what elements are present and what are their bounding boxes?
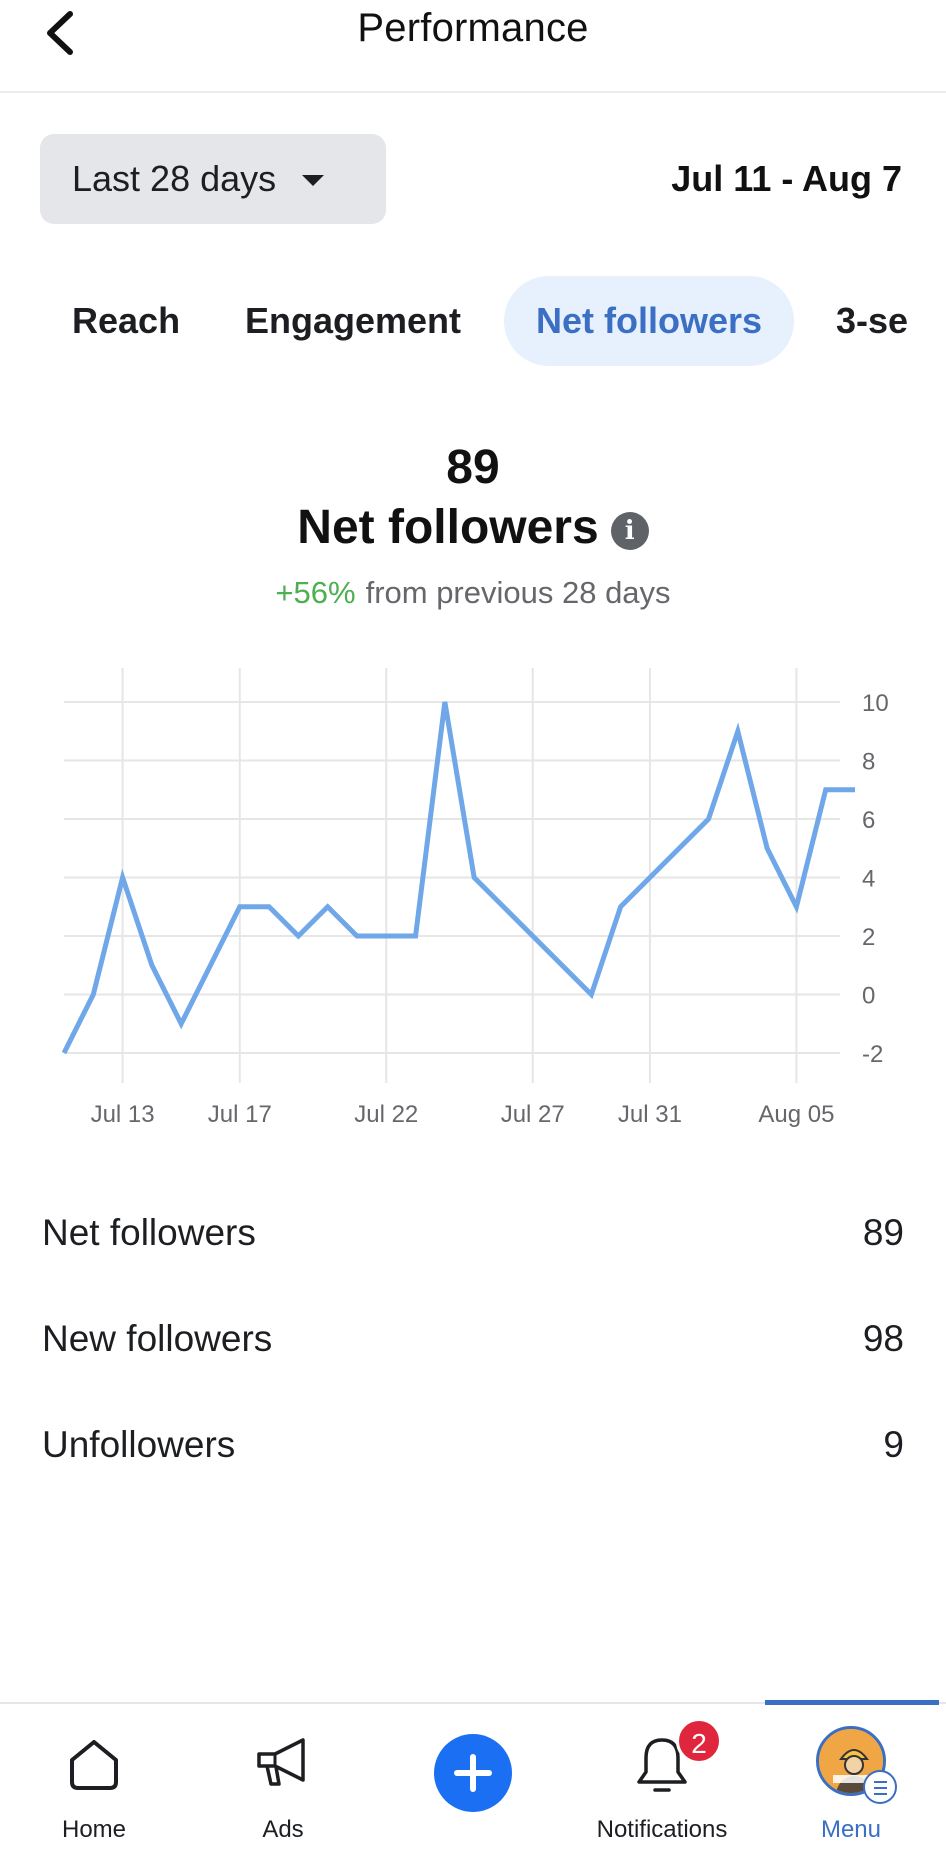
caret-down-icon	[302, 174, 325, 186]
nav-ads[interactable]: Ads	[193, 1704, 373, 1855]
x-tick-label: Jul 17	[208, 1101, 272, 1128]
change-text: from previous 28 days	[365, 575, 671, 610]
y-tick-label: 2	[862, 924, 875, 951]
change-percent: +56%	[275, 575, 356, 610]
summary-value: 89	[446, 441, 500, 494]
stat-row-unfollowers: Unfollowers 9	[42, 1415, 904, 1475]
summary-title-row: Net followers i	[0, 500, 946, 555]
stat-label: New followers	[42, 1318, 273, 1359]
page-title: Performance	[357, 6, 589, 50]
back-button[interactable]	[36, 8, 86, 58]
tab-net-followers[interactable]: Net followers	[504, 276, 795, 366]
stat-value: 89	[862, 1212, 904, 1253]
chevron-left-icon	[47, 11, 73, 55]
y-tick-label: 6	[862, 807, 875, 834]
date-range-text: Jul 11 - Aug 7	[671, 158, 902, 199]
y-tick-label: -2	[862, 1041, 883, 1068]
tab-3-second-views[interactable]: 3-se	[836, 300, 909, 341]
nav-home-label: Home	[61, 1816, 127, 1843]
stat-row-net-followers: Net followers 89	[42, 1203, 904, 1263]
stat-row-new-followers: New followers 98	[42, 1309, 904, 1369]
date-range-dropdown-label: Last 28 days	[72, 158, 277, 199]
active-tab-indicator	[765, 1700, 939, 1705]
tab-engagement[interactable]: Engagement	[245, 300, 462, 341]
x-tick-label: Jul 31	[618, 1101, 682, 1128]
bell-icon	[637, 1738, 687, 1792]
header-bar: Performance	[0, 0, 946, 93]
x-tick-label: Jul 22	[354, 1101, 418, 1128]
stat-value: 9	[883, 1424, 904, 1465]
home-icon	[70, 1740, 118, 1790]
megaphone-icon	[257, 1738, 305, 1786]
nav-menu-label: Menu	[820, 1816, 882, 1843]
net-followers-line-chart: 10 8 6 4 2 0 -2 Jul 13 Jul 17 Jul 22 Jul 27 Jul 31 A…	[61, 668, 889, 1128]
nav-menu[interactable]: Menu	[761, 1704, 941, 1855]
tab-reach[interactable]: Reach	[72, 300, 181, 341]
stat-label: Unfollowers	[42, 1424, 236, 1465]
nav-notifications[interactable]: 2 Notifications	[572, 1704, 752, 1855]
y-tick-label: 8	[862, 749, 875, 776]
bottom-navigation: Home Ads 2 Notifications	[0, 1700, 946, 1855]
info-icon[interactable]: i	[610, 512, 649, 550]
summary-comparison: +56% from previous 28 days	[0, 575, 946, 611]
x-tick-label: Aug 05	[758, 1101, 834, 1128]
nav-create[interactable]	[383, 1704, 563, 1855]
y-tick-label: 0	[862, 983, 875, 1010]
metric-tabs: Reach Engagement Net followers 3-se	[0, 276, 946, 366]
date-range-dropdown[interactable]: Last 28 days	[40, 134, 386, 224]
x-tick-label: Jul 13	[91, 1101, 155, 1128]
nav-ads-label: Ads	[262, 1816, 304, 1843]
series-line	[61, 701, 855, 1055]
nav-notifications-label: Notifications	[596, 1816, 728, 1843]
plus-icon	[434, 1734, 512, 1812]
y-tick-label: 4	[862, 866, 875, 893]
stat-value: 98	[862, 1318, 904, 1359]
nav-home[interactable]: Home	[4, 1704, 184, 1855]
stat-label: Net followers	[42, 1212, 256, 1253]
summary-title: Net followers	[297, 501, 599, 554]
y-tick-label: 10	[862, 690, 889, 717]
menu-icon	[863, 1770, 897, 1804]
x-tick-label: Jul 27	[501, 1101, 565, 1128]
notification-badge: 2	[676, 1718, 722, 1764]
